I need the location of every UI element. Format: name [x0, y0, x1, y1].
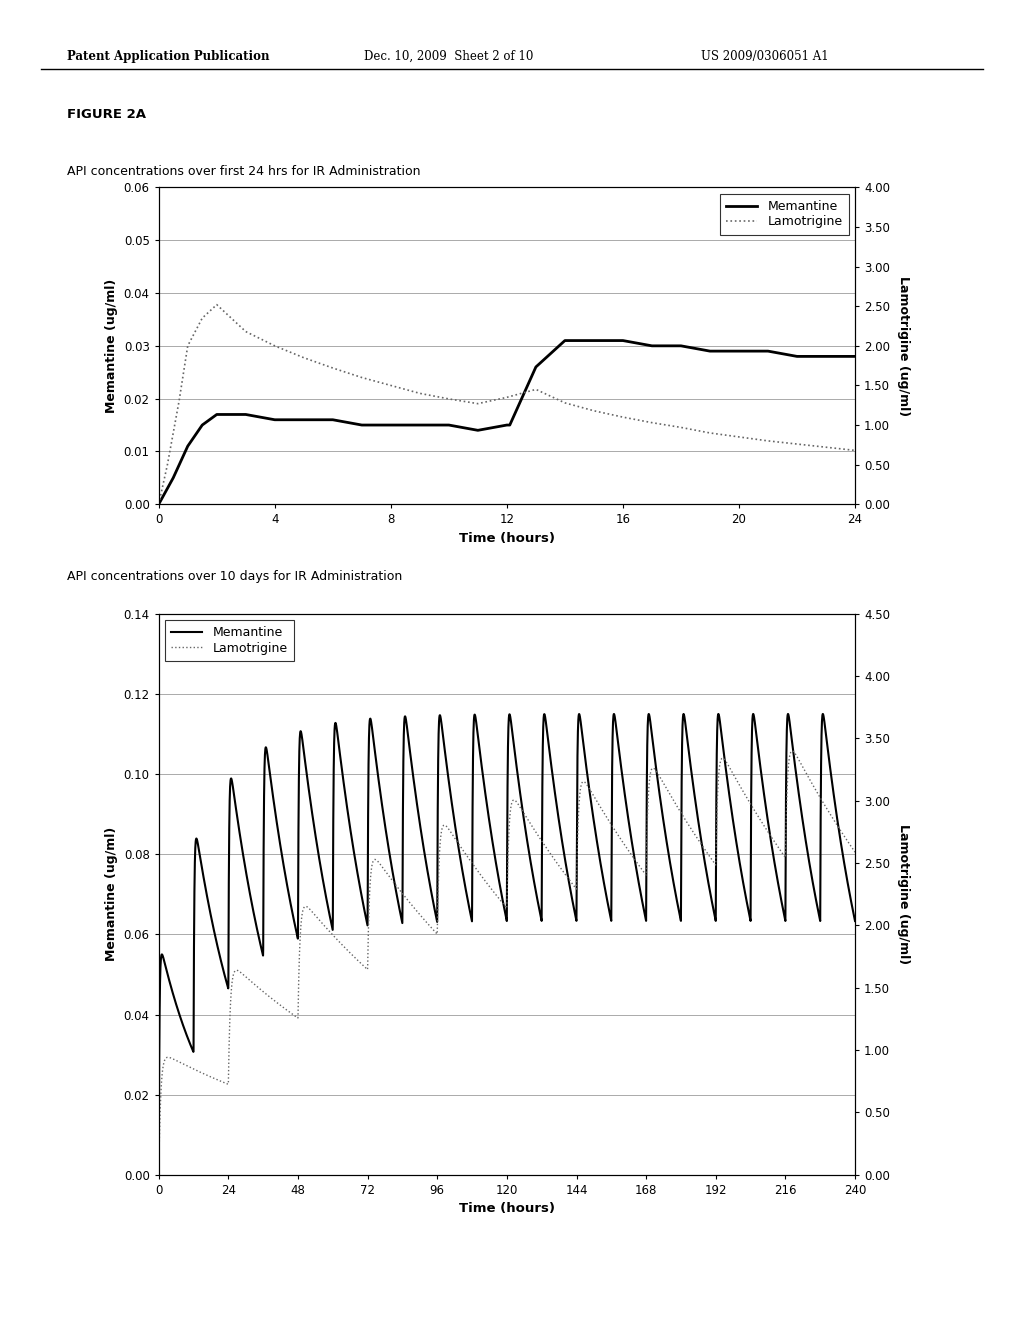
Memantine [480, 791, 493, 807]
Memantine [820, 348, 833, 364]
Y-axis label: Lamotrigine (ug/ml): Lamotrigine (ug/ml) [897, 276, 909, 416]
Text: API concentrations over 10 days for IR Administration: API concentrations over 10 days for IR A… [67, 570, 401, 583]
Line: Lamotrigine: Lamotrigine [159, 305, 855, 504]
Lamotrigine [558, 866, 570, 882]
Memantine [327, 412, 339, 428]
Lamotrigine [733, 429, 745, 445]
Lamotrigine [616, 409, 629, 425]
Lamotrigine [225, 310, 238, 326]
Lamotrigine [162, 457, 174, 473]
Line: Memantine: Memantine [159, 341, 855, 504]
Lamotrigine [501, 389, 513, 405]
Lamotrigine [849, 442, 861, 458]
Lamotrigine [181, 338, 194, 354]
Lamotrigine [211, 297, 223, 313]
Memantine [762, 343, 774, 359]
Memantine [558, 847, 570, 863]
Lamotrigine [791, 436, 803, 451]
Memantine [849, 913, 861, 929]
Memantine [153, 1167, 165, 1183]
Lamotrigine [327, 360, 339, 376]
Line: Memantine: Memantine [159, 714, 855, 1175]
Lamotrigine [298, 350, 310, 366]
Memantine [504, 417, 516, 433]
Memantine [240, 407, 252, 422]
Lamotrigine [173, 393, 185, 409]
Lamotrigine [559, 395, 571, 411]
Text: Dec. 10, 2009  Sheet 2 of 10: Dec. 10, 2009 Sheet 2 of 10 [364, 50, 532, 63]
Lamotrigine [355, 370, 368, 385]
Memantine [153, 496, 165, 512]
Lamotrigine [385, 378, 397, 393]
Memantine [684, 751, 696, 767]
Memantine [578, 735, 590, 751]
Lamotrigine [414, 385, 426, 401]
Lamotrigine [442, 391, 455, 407]
Lamotrigine [268, 338, 281, 354]
Memantine [849, 348, 861, 364]
Lamotrigine [762, 433, 774, 449]
Memantine [197, 417, 209, 433]
Y-axis label: Memantine (ug/ml): Memantine (ug/ml) [105, 828, 118, 961]
Text: US 2009/0306051 A1: US 2009/0306051 A1 [701, 50, 829, 63]
Memantine [177, 1016, 189, 1032]
Memantine [472, 422, 484, 438]
Text: FIGURE 2A: FIGURE 2A [67, 108, 145, 121]
Lamotrigine [153, 1167, 165, 1183]
Lamotrigine [420, 915, 432, 931]
Memantine [559, 333, 571, 348]
X-axis label: Time (hours): Time (hours) [459, 1203, 555, 1216]
Memantine [675, 338, 687, 354]
Memantine [211, 407, 223, 422]
Memantine [420, 857, 432, 873]
Lamotrigine [703, 425, 716, 441]
X-axis label: Time (hours): Time (hours) [459, 532, 555, 545]
Legend: Memantine, Lamotrigine: Memantine, Lamotrigine [720, 194, 849, 235]
Lamotrigine [675, 420, 687, 436]
Lamotrigine [578, 774, 590, 789]
Text: Patent Application Publication: Patent Application Publication [67, 50, 269, 63]
Lamotrigine [177, 1056, 189, 1072]
Memantine [268, 412, 281, 428]
Legend: Memantine, Lamotrigine: Memantine, Lamotrigine [165, 620, 294, 661]
Memantine [616, 333, 629, 348]
Lamotrigine [529, 381, 542, 397]
Memantine [646, 338, 658, 354]
Memantine [181, 438, 194, 454]
Memantine [791, 348, 803, 364]
Memantine [703, 343, 716, 359]
Memantine [167, 470, 179, 486]
Lamotrigine [684, 818, 696, 834]
Lamotrigine [588, 403, 600, 418]
Memantine [298, 412, 310, 428]
Lamotrigine [786, 743, 799, 759]
Memantine [733, 343, 745, 359]
Memantine [414, 417, 426, 433]
Memantine [355, 417, 368, 433]
Y-axis label: Lamotrigine (ug/ml): Lamotrigine (ug/ml) [897, 824, 909, 965]
Memantine [385, 417, 397, 433]
Lamotrigine [240, 323, 252, 339]
Text: API concentrations over first 24 hrs for IR Administration: API concentrations over first 24 hrs for… [67, 165, 420, 178]
Lamotrigine [197, 310, 209, 326]
Lamotrigine [820, 440, 833, 455]
Memantine [501, 417, 513, 433]
Memantine [529, 359, 542, 375]
Memantine [588, 333, 600, 348]
Lamotrigine [153, 496, 165, 512]
Memantine [817, 706, 829, 722]
Line: Lamotrigine: Lamotrigine [159, 751, 855, 1175]
Lamotrigine [480, 874, 493, 890]
Lamotrigine [646, 414, 658, 430]
Lamotrigine [472, 396, 484, 412]
Memantine [442, 417, 455, 433]
Y-axis label: Memantine (ug/ml): Memantine (ug/ml) [105, 279, 118, 413]
Lamotrigine [849, 845, 861, 861]
